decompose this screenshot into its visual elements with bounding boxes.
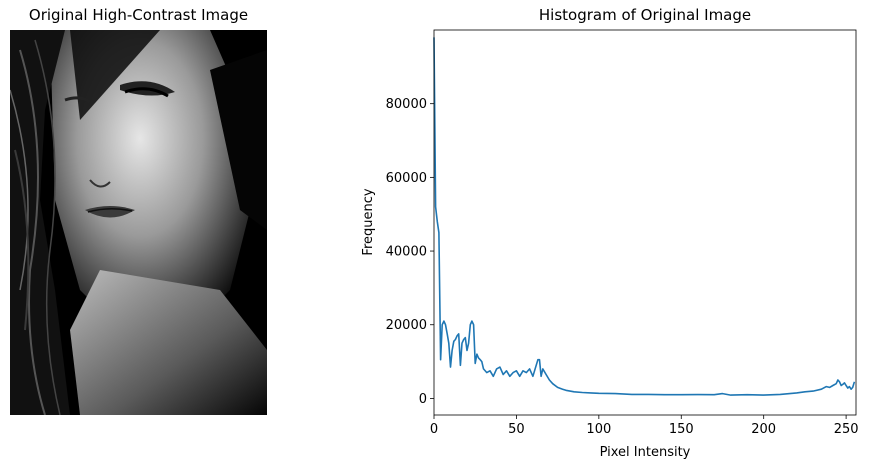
portrait-photo: [10, 30, 267, 415]
y-tick-label: 0: [419, 392, 427, 407]
y-tick-label: 80000: [386, 97, 427, 112]
y-tick-label: 40000: [386, 245, 427, 260]
x-tick-label: 200: [751, 422, 776, 437]
x-tick-label: 100: [586, 422, 611, 437]
x-tick-label: 250: [834, 422, 859, 437]
x-tick-label: 0: [430, 422, 438, 437]
y-tick-label: 20000: [386, 318, 427, 333]
x-tick-label: 150: [669, 422, 694, 437]
histogram-line: [433, 37, 856, 396]
x-axis-ticks: 0 50 100 150 200 250: [430, 415, 859, 437]
x-tick-label: 50: [508, 422, 525, 437]
image-panel-title: Original High-Contrast Image: [28, 6, 249, 24]
chart-title: Histogram of Original Image: [538, 6, 752, 24]
y-axis-label: Frequency: [361, 188, 376, 255]
portrait-illustration: [10, 30, 267, 415]
plot-area: [434, 30, 856, 415]
y-axis-ticks: 0 20000 40000 60000 80000: [386, 97, 434, 407]
plot-frame: [433, 29, 857, 416]
x-axis-label: Pixel Intensity: [600, 445, 691, 460]
y-tick-label: 60000: [386, 171, 427, 186]
